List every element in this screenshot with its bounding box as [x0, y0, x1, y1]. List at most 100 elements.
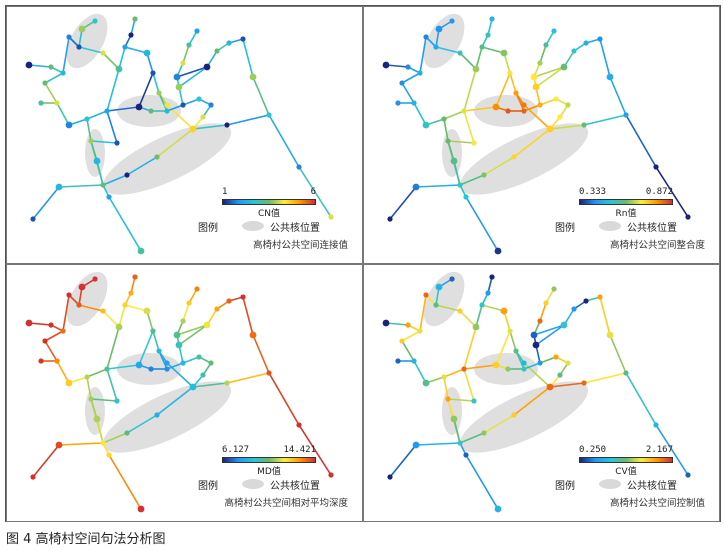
network-edge	[146, 310, 154, 332]
network-edge	[90, 398, 98, 420]
network-edge	[435, 46, 461, 54]
network-edge	[56, 102, 70, 126]
network-node	[240, 294, 246, 300]
network-edge	[533, 324, 565, 336]
network-edge	[152, 72, 160, 94]
network-node	[435, 283, 443, 291]
network-node	[135, 361, 143, 369]
network-map-md	[25, 271, 334, 513]
network-node	[65, 379, 73, 387]
network-edge	[625, 372, 657, 426]
network-node	[445, 138, 451, 144]
network-node	[463, 452, 469, 458]
network-edge	[419, 294, 427, 332]
network-edge	[401, 72, 421, 84]
network-edge	[533, 66, 565, 78]
network-node	[382, 319, 390, 327]
network-node	[583, 298, 589, 304]
network-node	[412, 441, 420, 449]
legend-title: 图例	[555, 481, 575, 492]
network-node	[581, 380, 587, 386]
network-node	[122, 44, 128, 50]
network-node	[571, 306, 577, 312]
network-node	[296, 422, 302, 428]
network-edge	[535, 66, 565, 88]
network-edge	[459, 52, 477, 70]
network-edge	[268, 114, 300, 168]
network-node	[505, 108, 511, 114]
network-edge	[156, 128, 194, 158]
network-edge	[447, 398, 455, 420]
network-node	[471, 140, 477, 146]
network-node	[38, 358, 44, 364]
network-node	[553, 354, 559, 360]
network-edge	[106, 68, 120, 112]
network-node	[173, 73, 181, 81]
network-node	[92, 18, 98, 24]
network-node	[560, 63, 568, 71]
network-edge	[298, 424, 332, 476]
network-edge	[389, 444, 417, 478]
network-node	[507, 328, 513, 334]
public-core-ellipse	[102, 123, 232, 195]
network-edge	[523, 104, 541, 112]
network-node	[104, 108, 110, 114]
colorbar	[222, 457, 316, 463]
network-node	[565, 360, 571, 366]
network-node	[143, 307, 151, 315]
network-edge	[503, 310, 511, 332]
network-node	[537, 318, 543, 324]
network-edge	[102, 310, 120, 328]
network-node	[137, 505, 145, 513]
network-edge	[487, 276, 493, 294]
network-node	[450, 157, 458, 165]
network-node	[194, 286, 200, 292]
network-node	[405, 64, 411, 70]
network-edge	[106, 326, 120, 370]
network-node	[60, 328, 66, 334]
public-core-ellipse	[102, 381, 232, 453]
network-edge	[138, 330, 154, 366]
network-edge	[166, 104, 184, 112]
network-node	[395, 100, 401, 106]
network-node	[399, 80, 405, 86]
network-node	[173, 331, 181, 339]
network-node	[224, 122, 230, 128]
network-node	[208, 102, 214, 108]
network-edge	[106, 106, 140, 112]
network-node	[296, 164, 302, 170]
network-node	[489, 274, 495, 280]
network-node	[76, 302, 82, 308]
network-node	[328, 214, 334, 220]
network-node	[422, 121, 430, 129]
network-node	[48, 64, 54, 70]
network-node	[606, 331, 614, 339]
network-edge	[176, 324, 208, 336]
network-edge	[192, 382, 228, 388]
network-node	[214, 48, 220, 54]
panel-cn: 1 6 CN值 图例 公共核位置 高椅村公共空间连接值	[6, 6, 363, 264]
core-ellipse-swatch	[599, 221, 621, 231]
network-node	[194, 28, 200, 34]
network-edge	[419, 36, 427, 74]
network-edge	[182, 98, 200, 106]
network-edge	[86, 118, 92, 142]
network-node	[55, 183, 63, 191]
network-node	[546, 125, 554, 133]
figure-grid: 1 6 CN值 图例 公共核位置 高椅村公共空间连接值 0.333 0.872 …	[5, 5, 721, 522]
network-edge	[28, 64, 52, 68]
network-edge	[463, 68, 477, 112]
network-node	[114, 140, 120, 146]
network-edge	[465, 454, 499, 510]
network-node	[100, 440, 106, 446]
network-edge	[465, 196, 499, 252]
network-node	[583, 40, 589, 46]
colorbar	[222, 199, 316, 205]
legend-title: 图例	[198, 223, 218, 234]
network-edge	[463, 364, 497, 370]
colorbar-max: 2.167	[645, 445, 673, 455]
network-node	[433, 302, 439, 308]
panel-cv: 0.250 2.167 CV值 图例 公共核位置 高椅村公共空间控制值	[363, 264, 720, 522]
network-node	[124, 430, 130, 436]
network-node	[479, 302, 485, 308]
